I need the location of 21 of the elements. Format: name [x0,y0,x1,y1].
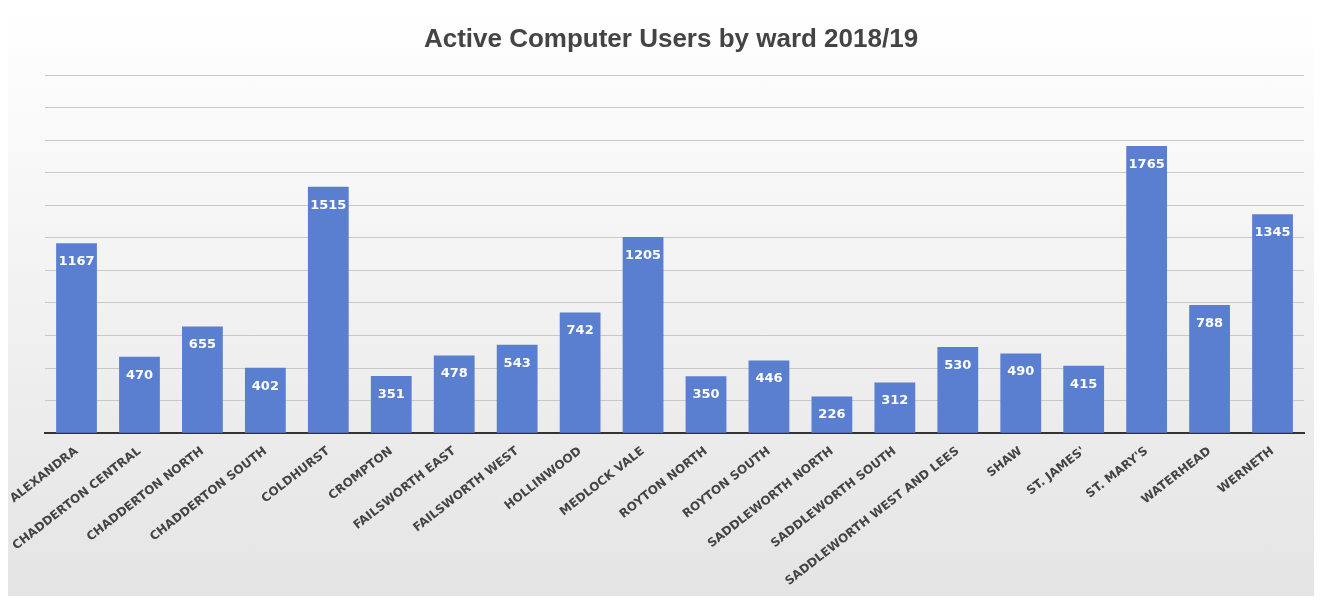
chart-title: Active Computer Users by ward 2018/19 [423,22,919,53]
data-label: 1205 [624,246,662,262]
data-label: 655 [188,336,216,352]
data-label: 1765 [1128,155,1165,171]
data-label: 226 [818,406,846,422]
data-label: 446 [755,370,783,386]
data-label: 312 [881,392,909,408]
data-label: 490 [1007,363,1035,379]
data-label: 742 [566,322,594,338]
data-label: 530 [944,356,972,372]
data-label: 1515 [310,196,347,212]
data-label: 1167 [58,253,95,269]
data-label: 402 [251,377,279,393]
data-label: 788 [1196,314,1224,330]
data-label: 415 [1070,375,1098,391]
data-label: 478 [440,365,468,381]
data-label: 1345 [1254,224,1291,240]
data-label: 351 [377,385,405,401]
data-label: 350 [692,386,720,402]
data-label: 470 [125,366,154,382]
data-label: 543 [503,354,531,370]
